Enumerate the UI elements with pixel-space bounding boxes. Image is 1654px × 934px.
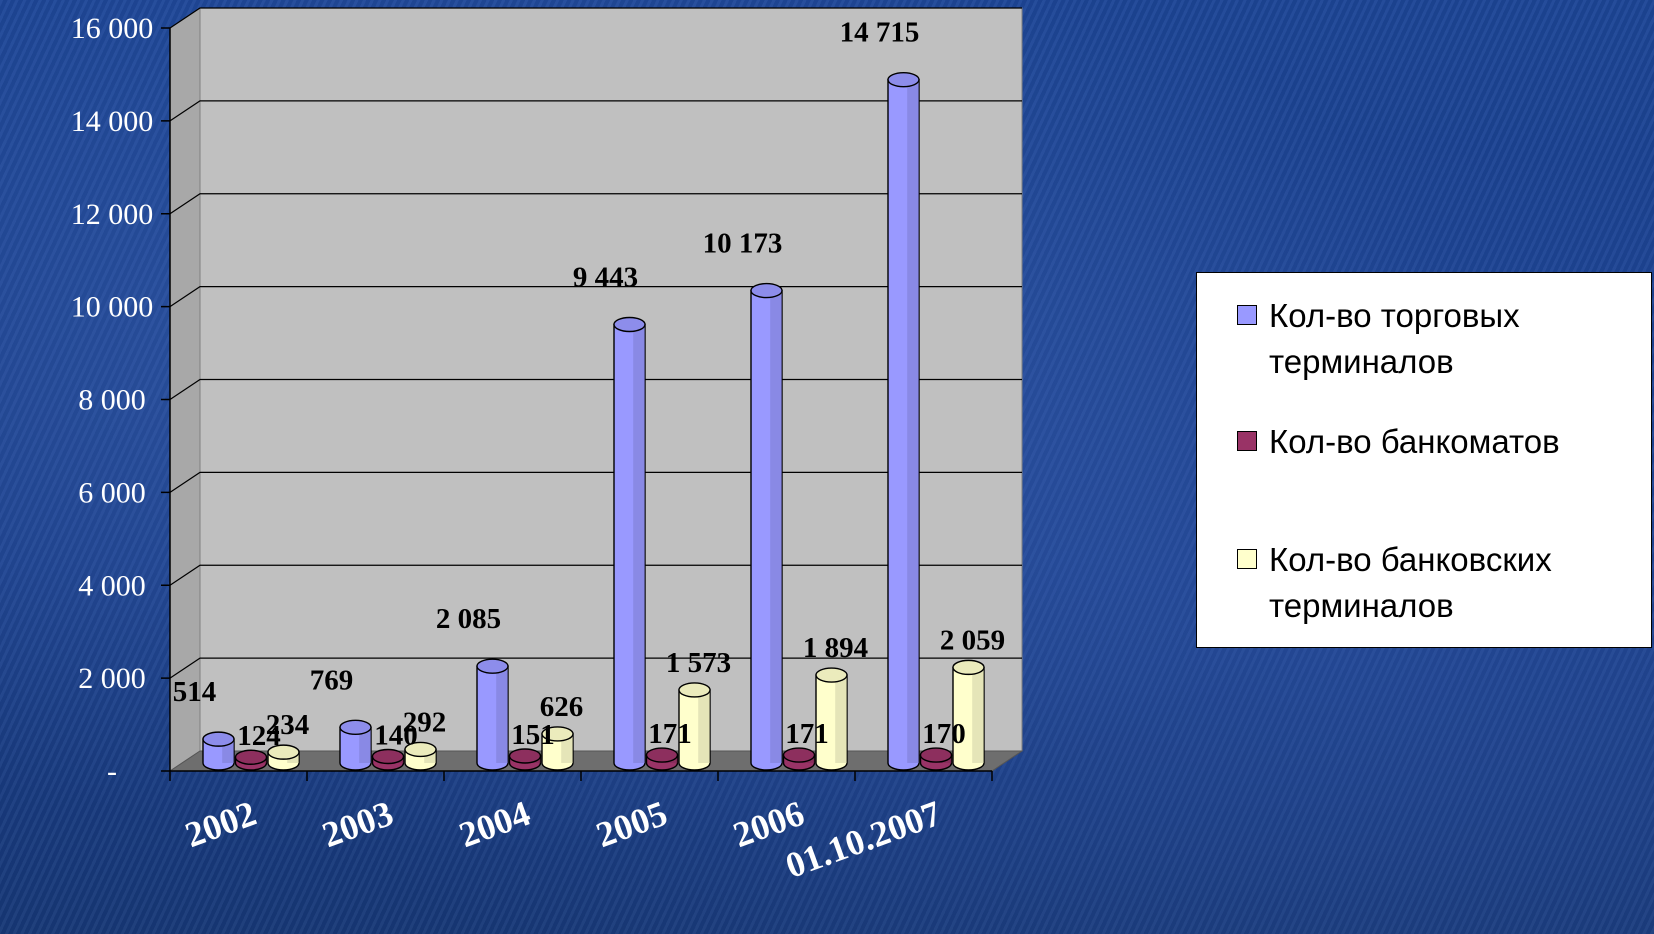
- bar: [508, 748, 542, 771]
- gridline: [169, 100, 1022, 122]
- bar: [952, 659, 985, 771]
- y-axis: - 2 000 4 000 6 000 8 000 10 000 12 000 14 000 1…: [71, 12, 171, 788]
- x-category-label: 01.10.2007: [780, 793, 946, 886]
- bar: [613, 316, 646, 771]
- bar: [267, 744, 300, 771]
- legend-label: Кол-во банковских терминалов: [1269, 541, 1552, 624]
- bar: [919, 747, 953, 771]
- gridline: [169, 564, 1022, 586]
- y-tick-label: 2 000: [78, 662, 146, 695]
- bar: [541, 726, 574, 771]
- legend: Кол-во торговых терминалов Кол-во банком…: [1196, 272, 1652, 648]
- y-tick-label: 10 000: [71, 291, 154, 324]
- gridline: [169, 657, 1022, 679]
- y-tick-label: 6 000: [78, 476, 146, 509]
- data-label: 234: [266, 709, 310, 741]
- data-label: 124: [237, 720, 281, 752]
- legend-item-atms: Кол-во банкоматов: [1237, 419, 1629, 465]
- data-label: 514: [173, 676, 217, 708]
- data-label: 626: [540, 691, 584, 723]
- y-tick-label: 4 000: [78, 569, 146, 602]
- legend-label: Кол-во торговых терминалов: [1269, 297, 1520, 380]
- gridline: [169, 7, 1022, 29]
- bar: [678, 682, 711, 771]
- bar: [476, 658, 509, 771]
- y-tick-label: -: [107, 755, 117, 788]
- x-category-label: 2004: [454, 793, 535, 855]
- data-label: 769: [310, 664, 354, 696]
- gridlines: [169, 7, 1022, 679]
- bar: [750, 282, 783, 771]
- y-tick-label: 12 000: [71, 198, 154, 231]
- data-label: 140: [374, 719, 418, 751]
- bar: [645, 747, 679, 771]
- y-tick-label: 16 000: [71, 12, 154, 45]
- data-label: 14 715: [840, 17, 920, 49]
- data-label: 1 894: [803, 632, 868, 664]
- gridline: [169, 193, 1022, 215]
- data-label: 171: [785, 718, 829, 750]
- legend-item-bank-terminals: Кол-во банковских терминалов: [1237, 537, 1629, 629]
- gridline: [169, 471, 1022, 493]
- x-category-label: 2005: [591, 793, 672, 855]
- legend-label: Кол-во банкоматов: [1269, 423, 1560, 460]
- data-label: 1 573: [666, 647, 731, 679]
- data-label: 2 059: [940, 624, 1005, 656]
- bar: [887, 71, 920, 771]
- gridline: [169, 286, 1022, 308]
- data-label: 10 173: [703, 228, 783, 260]
- data-label: 9 443: [573, 261, 638, 293]
- data-label: 171: [648, 718, 692, 750]
- bar: [782, 747, 816, 771]
- bar: [404, 741, 437, 771]
- legend-item-trade-terminals: Кол-во торговых терминалов: [1237, 293, 1629, 385]
- bars: [202, 71, 985, 771]
- bar: [815, 667, 848, 771]
- bar: [339, 719, 372, 771]
- data-label: 170: [922, 718, 966, 750]
- legend-swatch: [1237, 305, 1257, 325]
- legend-swatch: [1237, 431, 1257, 451]
- x-category-label: 2003: [317, 793, 398, 855]
- bar: [371, 748, 405, 771]
- y-tick-label: 14 000: [71, 105, 154, 138]
- legend-swatch: [1237, 549, 1257, 569]
- gridline: [169, 378, 1022, 400]
- data-label: 292: [403, 706, 447, 738]
- bar: [202, 731, 235, 771]
- data-labels: 514 769 2 085 9 443 10 173 14 715 124 140 151 171…: [173, 17, 1005, 753]
- x-category-label: 2002: [180, 793, 261, 855]
- data-label: 2 085: [436, 603, 501, 635]
- bar: [234, 749, 268, 771]
- y-tick-label: 8 000: [78, 384, 146, 417]
- data-label: 151: [511, 719, 555, 751]
